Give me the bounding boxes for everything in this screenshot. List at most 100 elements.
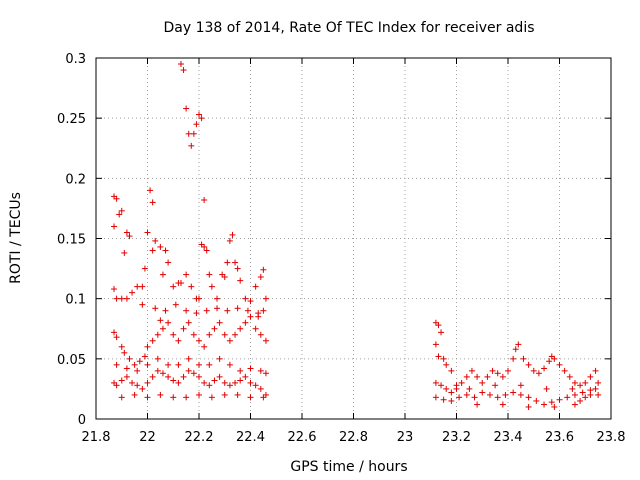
data-point: [226, 337, 233, 344]
data-point: [438, 382, 445, 389]
data-point: [149, 337, 156, 344]
data-point: [185, 367, 192, 374]
data-point: [229, 231, 236, 238]
data-point: [595, 379, 602, 386]
data-point: [170, 331, 177, 338]
data-point: [113, 334, 120, 341]
data-point: [510, 389, 517, 396]
data-point: [438, 329, 445, 336]
y-tick-label: 0.15: [57, 233, 86, 248]
data-point: [525, 403, 532, 410]
data-point: [129, 289, 136, 296]
data-point: [211, 325, 218, 332]
x-axis-label: GPS time / hours: [290, 459, 407, 475]
data-point: [198, 115, 205, 122]
x-tick-label: 23.4: [494, 430, 523, 445]
data-point: [172, 301, 179, 308]
data-point: [193, 121, 200, 128]
data-point: [144, 394, 151, 401]
data-point: [111, 286, 118, 293]
data-point: [579, 389, 586, 396]
data-point: [201, 196, 208, 203]
data-point: [118, 343, 125, 350]
data-point: [260, 266, 267, 273]
data-point: [183, 105, 190, 112]
data-point: [234, 265, 241, 272]
data-point: [126, 355, 133, 362]
data-point: [149, 373, 156, 380]
data-point: [234, 391, 241, 398]
data-point: [224, 259, 231, 266]
data-point: [564, 394, 571, 401]
data-point: [548, 399, 555, 406]
data-point: [571, 379, 578, 386]
data-point: [206, 331, 213, 338]
data-point: [533, 397, 540, 404]
data-point: [232, 379, 239, 386]
data-point: [448, 367, 455, 374]
y-tick-label: 0.25: [57, 112, 86, 127]
data-point: [242, 319, 249, 326]
data-point: [561, 367, 568, 374]
data-point: [149, 247, 156, 254]
data-point: [175, 361, 182, 368]
data-point: [147, 187, 154, 194]
data-point: [479, 389, 486, 396]
data-point: [157, 317, 164, 324]
y-tick-label: 0: [78, 413, 86, 428]
data-point: [139, 385, 146, 392]
data-point: [154, 367, 161, 374]
data-point: [159, 325, 166, 332]
data-point: [448, 397, 455, 404]
data-point: [502, 391, 509, 398]
data-point: [262, 295, 269, 302]
data-point: [234, 305, 241, 312]
data-point: [180, 373, 187, 380]
data-point: [196, 337, 202, 344]
data-point: [432, 341, 439, 348]
data-point: [252, 283, 259, 290]
data-point: [131, 391, 138, 398]
data-point: [226, 382, 233, 389]
data-point: [131, 361, 138, 368]
data-point: [221, 331, 228, 338]
data-point: [165, 373, 172, 380]
data-point: [111, 329, 118, 336]
data-points: [111, 61, 602, 410]
data-point: [201, 343, 208, 350]
data-point: [177, 280, 184, 287]
data-point: [208, 283, 215, 290]
data-point: [190, 130, 197, 137]
data-point: [139, 283, 146, 290]
data-point: [458, 379, 465, 386]
x-tick-label: 22.8: [339, 430, 368, 445]
data-point: [183, 307, 190, 314]
data-point: [203, 307, 210, 314]
data-point: [592, 385, 599, 392]
data-point: [216, 355, 223, 362]
data-point: [183, 394, 190, 401]
data-point: [113, 361, 120, 368]
x-tick-label: 21.8: [82, 430, 111, 445]
data-point: [515, 341, 522, 348]
data-point: [141, 353, 148, 360]
data-point: [257, 385, 264, 392]
data-point: [144, 229, 151, 236]
data-point: [242, 373, 249, 380]
data-point: [134, 367, 141, 374]
data-point: [474, 373, 481, 380]
data-point: [587, 373, 594, 380]
data-point: [134, 283, 141, 290]
data-point: [252, 325, 259, 332]
data-point: [530, 367, 537, 374]
data-point: [517, 391, 524, 398]
data-point: [541, 401, 548, 408]
data-point: [193, 310, 200, 317]
data-point: [190, 370, 197, 377]
data-point: [214, 305, 221, 312]
data-point: [432, 379, 439, 386]
data-point: [257, 367, 264, 374]
data-point: [520, 355, 527, 362]
data-point: [499, 401, 506, 408]
data-point: [484, 373, 491, 380]
